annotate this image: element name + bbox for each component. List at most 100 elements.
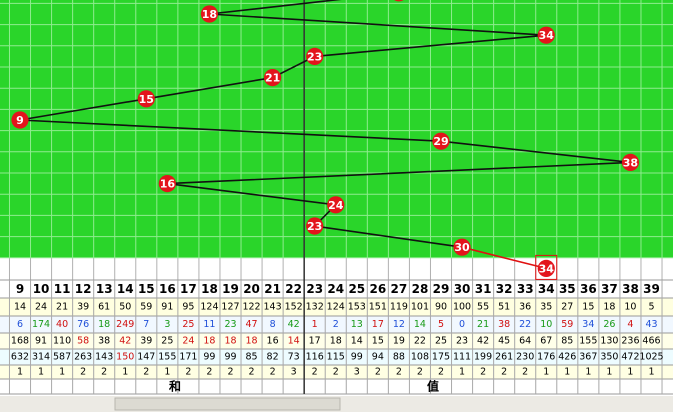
cell: 632 bbox=[11, 352, 29, 363]
column-number: 28 bbox=[412, 282, 429, 296]
column-number: 11 bbox=[54, 282, 71, 296]
ball bbox=[621, 153, 640, 171]
cell: 17 bbox=[309, 336, 321, 347]
cell: 82 bbox=[267, 352, 279, 363]
cell: 59 bbox=[561, 319, 573, 330]
cell: 155 bbox=[158, 352, 176, 363]
cell: 2 bbox=[501, 367, 507, 378]
column-number: 19 bbox=[222, 282, 239, 296]
cell: 35 bbox=[540, 302, 552, 313]
cell: 314 bbox=[32, 352, 50, 363]
cell: 14 bbox=[414, 319, 426, 330]
cell: 2 bbox=[270, 367, 276, 378]
column-number: 37 bbox=[601, 282, 618, 296]
column-number: 9 bbox=[16, 282, 24, 296]
column-number: 22 bbox=[285, 282, 302, 296]
cell: 150 bbox=[116, 352, 134, 363]
cell: 59 bbox=[140, 302, 152, 313]
column-number: 25 bbox=[348, 282, 365, 296]
cell: 18 bbox=[203, 336, 215, 347]
ball-number: 21 bbox=[265, 72, 280, 85]
scroll-thumb[interactable] bbox=[114, 397, 341, 411]
cell: 147 bbox=[137, 352, 155, 363]
prediction-row bbox=[0, 258, 673, 280]
cell: 39 bbox=[77, 302, 89, 313]
cell: 124 bbox=[200, 302, 218, 313]
table-row bbox=[0, 349, 673, 365]
cell: 2 bbox=[396, 367, 402, 378]
ball-number: 16 bbox=[160, 178, 176, 191]
cell: 367 bbox=[579, 352, 597, 363]
ball bbox=[537, 26, 555, 44]
cell: 38 bbox=[498, 319, 510, 330]
ball-number: 34 bbox=[539, 29, 555, 42]
cell: 50 bbox=[119, 302, 131, 313]
cell: 0 bbox=[459, 319, 465, 330]
cell: 7 bbox=[143, 319, 149, 330]
cell: 94 bbox=[372, 352, 384, 363]
ball-number: 30 bbox=[454, 241, 470, 254]
cell: 64 bbox=[519, 336, 531, 347]
footer-label: 和 bbox=[168, 379, 181, 394]
cell: 99 bbox=[203, 352, 215, 363]
cell: 10 bbox=[540, 319, 552, 330]
cell: 143 bbox=[95, 352, 113, 363]
column-number: 20 bbox=[243, 282, 260, 296]
cell: 466 bbox=[642, 336, 660, 347]
column-number: 34 bbox=[538, 282, 555, 296]
table-row bbox=[0, 379, 673, 394]
column-number: 21 bbox=[264, 282, 281, 296]
cell: 45 bbox=[498, 336, 510, 347]
cell: 15 bbox=[372, 336, 384, 347]
cell: 17 bbox=[372, 319, 384, 330]
cell: 73 bbox=[288, 352, 300, 363]
cell: 2 bbox=[333, 367, 339, 378]
ball bbox=[264, 69, 282, 87]
ball-number: 34 bbox=[539, 262, 555, 275]
cell: 58 bbox=[77, 336, 89, 347]
cell: 1 bbox=[59, 367, 65, 378]
cell: 18 bbox=[603, 302, 615, 313]
cell: 5 bbox=[648, 302, 654, 313]
cell: 67 bbox=[540, 336, 552, 347]
cell: 61 bbox=[98, 302, 110, 313]
ball bbox=[537, 259, 555, 277]
cell: 25 bbox=[182, 319, 194, 330]
cell: 1 bbox=[648, 367, 654, 378]
ball bbox=[394, 0, 404, 2]
cell: 99 bbox=[351, 352, 363, 363]
column-number: 30 bbox=[454, 282, 471, 296]
cell: 350 bbox=[600, 352, 618, 363]
cell: 2 bbox=[312, 367, 318, 378]
ball-number: 24 bbox=[328, 199, 344, 212]
cell: 42 bbox=[119, 336, 131, 347]
ball bbox=[432, 132, 450, 150]
column-number: 10 bbox=[33, 282, 50, 296]
cell: 171 bbox=[179, 352, 197, 363]
cell: 36 bbox=[519, 302, 531, 313]
column-number: 39 bbox=[643, 282, 660, 296]
cell: 2 bbox=[522, 367, 528, 378]
table-row bbox=[0, 316, 673, 333]
cell: 16 bbox=[267, 336, 279, 347]
cell: 1025 bbox=[639, 352, 663, 363]
cell: 3 bbox=[164, 319, 170, 330]
ball-number: 9 bbox=[16, 114, 24, 127]
cell: 152 bbox=[285, 302, 303, 313]
column-number: 12 bbox=[75, 282, 92, 296]
cell: 124 bbox=[327, 302, 345, 313]
column-number: 17 bbox=[180, 282, 197, 296]
ball bbox=[453, 238, 471, 256]
cell: 2 bbox=[480, 367, 486, 378]
cell: 1 bbox=[606, 367, 612, 378]
cell: 23 bbox=[224, 319, 236, 330]
cell: 23 bbox=[456, 336, 468, 347]
cell: 2 bbox=[80, 367, 86, 378]
ball bbox=[327, 196, 345, 214]
column-number: 38 bbox=[622, 282, 639, 296]
cell: 21 bbox=[477, 319, 489, 330]
ball-number: 38 bbox=[623, 156, 638, 169]
column-number: 33 bbox=[517, 282, 534, 296]
cell: 132 bbox=[306, 302, 324, 313]
cell: 175 bbox=[432, 352, 450, 363]
